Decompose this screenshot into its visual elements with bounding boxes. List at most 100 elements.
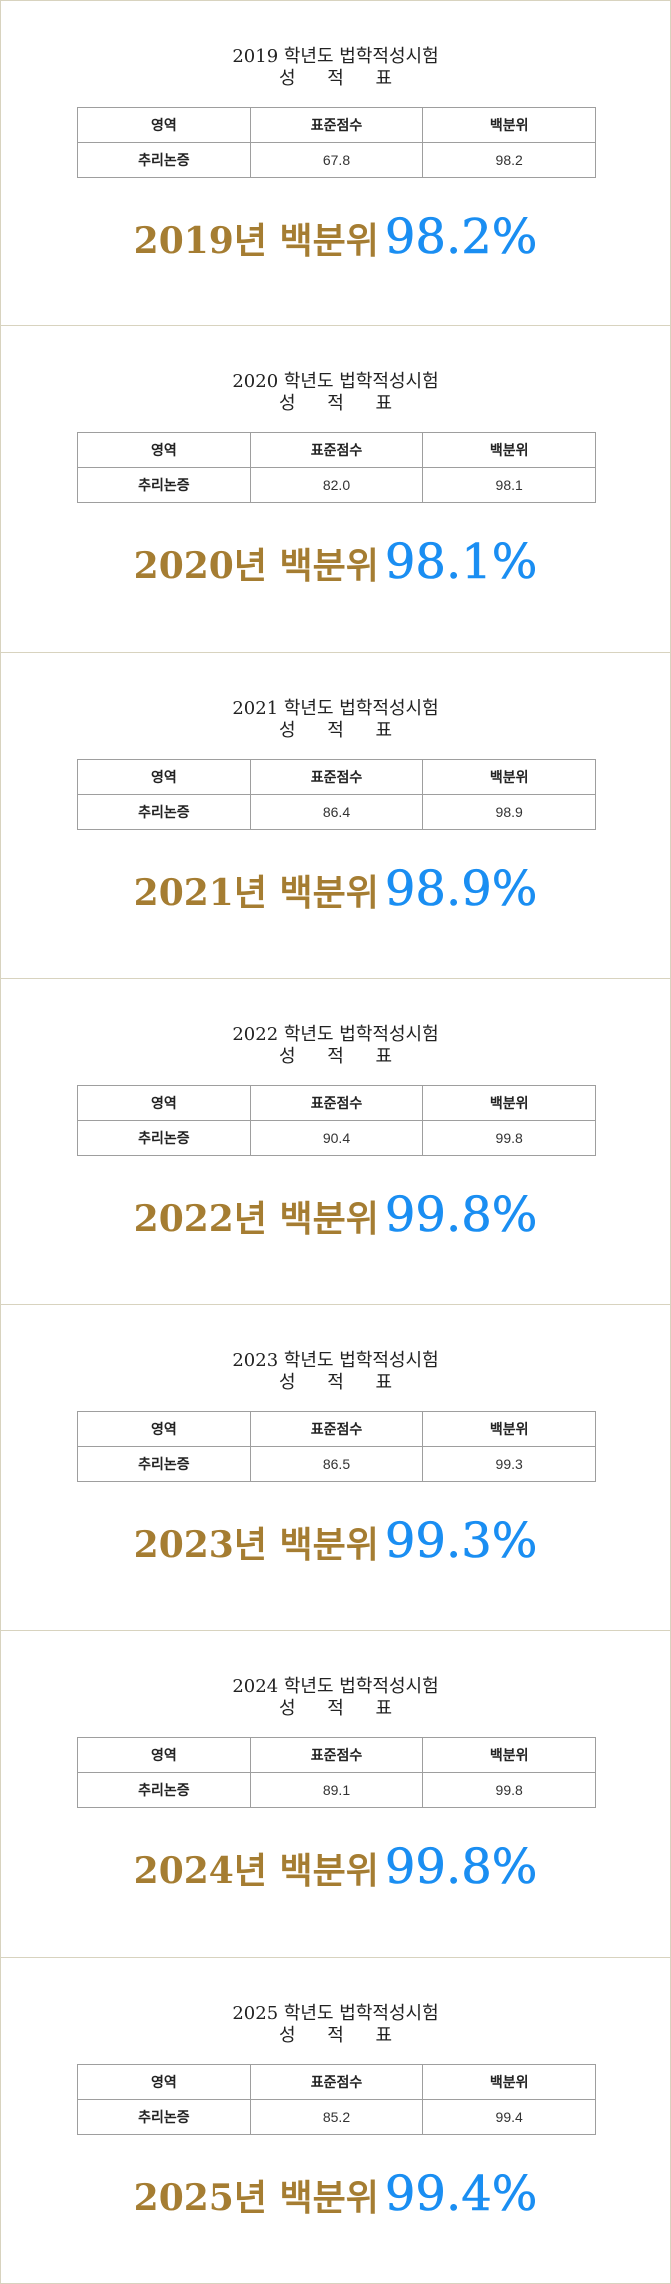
result-label: 2022년 백분위 — [133, 1197, 379, 1240]
score-table: 영역 표준점수 백분위 추리논증 85.2 99.4 — [77, 2063, 596, 2135]
header-area: 영역 — [77, 758, 251, 795]
report-subtitle: 성 적 표 — [278, 1698, 406, 1720]
header-area: 영역 — [77, 2063, 251, 2100]
standard-score-cell: 85.2 — [249, 2098, 424, 2135]
report-subtitle: 성 적 표 — [278, 68, 406, 89]
header-standard-score: 표준점수 — [249, 1737, 424, 1774]
score-card-2023: 2023 학년도 법학적성시험 성 적 표 영역 표준점수 백분위 추리논증 8… — [0, 1305, 671, 1632]
result-label: 2024년 백분위 — [133, 1850, 379, 1893]
exam-title: 2021 학년도 법학적성시험 — [232, 697, 439, 719]
header-standard-score: 표준점수 — [249, 432, 424, 469]
standard-score-cell: 86.5 — [249, 1446, 424, 1483]
report-subtitle: 성 적 표 — [278, 393, 406, 415]
card-header: 2021 학년도 법학적성시험 성 적 표 — [1, 698, 670, 742]
percentile-cell: 99.4 — [422, 2098, 596, 2135]
result-label: 2020년 백분위 — [133, 545, 379, 588]
result-line: 2023년 백분위 99.3% — [1, 1513, 670, 1570]
table-header-row: 영역 표준점수 백분위 — [77, 432, 596, 469]
standard-score-cell: 89.1 — [249, 1772, 424, 1809]
result-value: 99.4% — [384, 2165, 538, 2222]
exam-title: 2024 학년도 법학적성시험 — [232, 1676, 439, 1698]
subject-cell: 추리논증 — [77, 142, 251, 178]
header-area: 영역 — [77, 1737, 251, 1774]
score-table: 영역 표준점수 백분위 추리논증 90.4 99.8 — [77, 1084, 596, 1156]
percentile-cell: 98.2 — [422, 142, 596, 178]
exam-title: 2020 학년도 법학적성시험 — [232, 371, 439, 393]
standard-score-cell: 82.0 — [249, 467, 424, 504]
card-header: 2020 학년도 법학적성시험 성 적 표 — [1, 371, 670, 415]
table-header-row: 영역 표준점수 백분위 — [77, 758, 596, 795]
header-percentile: 백분위 — [422, 2063, 596, 2100]
result-label: 2025년 백분위 — [133, 2176, 379, 2219]
score-table: 영역 표준점수 백분위 추리논증 67.8 98.2 — [77, 107, 596, 178]
result-value: 98.2% — [384, 209, 538, 266]
percentile-cell: 99.3 — [422, 1446, 596, 1483]
table-row: 추리논증 67.8 98.2 — [77, 142, 596, 178]
header-percentile: 백분위 — [422, 1737, 596, 1774]
table-row: 추리논증 90.4 99.8 — [77, 1119, 596, 1156]
header-standard-score: 표준점수 — [249, 107, 424, 143]
header-standard-score: 표준점수 — [249, 1411, 424, 1448]
subject-cell: 추리논증 — [77, 1119, 251, 1156]
result-value: 98.9% — [384, 860, 538, 917]
result-value: 99.8% — [384, 1186, 538, 1244]
result-value: 99.8% — [384, 1839, 538, 1896]
exam-title: 2019 학년도 법학적성시험 — [232, 46, 439, 67]
table-row: 추리논증 82.0 98.1 — [77, 467, 596, 504]
percentile-cell: 99.8 — [422, 1772, 596, 1809]
score-card-2025: 2025 학년도 법학적성시험 성 적 표 영역 표준점수 백분위 추리논증 8… — [0, 1957, 671, 2284]
score-table: 영역 표준점수 백분위 추리논증 86.4 98.9 — [77, 758, 596, 830]
report-subtitle: 성 적 표 — [278, 719, 406, 741]
standard-score-cell: 67.8 — [249, 142, 424, 178]
report-subtitle: 성 적 표 — [278, 1045, 406, 1067]
header-percentile: 백분위 — [422, 107, 596, 143]
result-line: 2022년 백분위 99.8% — [1, 1186, 670, 1244]
table-header-row: 영역 표준점수 백분위 — [77, 107, 596, 143]
table-row: 추리논증 89.1 99.8 — [77, 1772, 596, 1809]
exam-title: 2025 학년도 법학적성시험 — [232, 2002, 439, 2024]
card-header: 2019 학년도 법학적성시험 성 적 표 — [1, 46, 670, 90]
header-area: 영역 — [77, 1084, 251, 1121]
score-table: 영역 표준점수 백분위 추리논증 82.0 98.1 — [77, 432, 596, 504]
exam-title: 2023 학년도 법학적성시험 — [232, 1350, 439, 1372]
table-header-row: 영역 표준점수 백분위 — [77, 2063, 596, 2100]
subject-cell: 추리논증 — [77, 1772, 251, 1809]
exam-title: 2022 학년도 법학적성시험 — [232, 1023, 439, 1045]
result-line: 2020년 백분위 98.1% — [1, 534, 670, 591]
card-header: 2023 학년도 법학적성시험 성 적 표 — [1, 1350, 670, 1394]
table-row: 추리논증 86.5 99.3 — [77, 1446, 596, 1483]
score-card-2021: 2021 학년도 법학적성시험 성 적 표 영역 표준점수 백분위 추리논증 8… — [0, 652, 671, 979]
header-area: 영역 — [77, 1411, 251, 1448]
card-header: 2025 학년도 법학적성시험 성 적 표 — [1, 2003, 670, 2047]
score-card-2024: 2024 학년도 법학적성시험 성 적 표 영역 표준점수 백분위 추리논증 8… — [0, 1631, 671, 1958]
header-standard-score: 표준점수 — [249, 1084, 424, 1121]
result-line: 2024년 백분위 99.8% — [1, 1839, 670, 1896]
header-standard-score: 표준점수 — [249, 758, 424, 795]
result-line: 2021년 백분위 98.9% — [1, 860, 670, 917]
table-header-row: 영역 표준점수 백분위 — [77, 1411, 596, 1448]
card-header: 2022 학년도 법학적성시험 성 적 표 — [1, 1024, 670, 1068]
result-label: 2023년 백분위 — [133, 1524, 379, 1567]
score-table: 영역 표준점수 백분위 추리논증 89.1 99.8 — [77, 1737, 596, 1809]
report-subtitle: 성 적 표 — [278, 2024, 406, 2046]
header-percentile: 백분위 — [422, 1084, 596, 1121]
subject-cell: 추리논증 — [77, 1446, 251, 1483]
table-row: 추리논증 86.4 98.9 — [77, 793, 596, 830]
percentile-cell: 99.8 — [422, 1119, 596, 1156]
result-value: 99.3% — [384, 1513, 538, 1570]
percentile-cell: 98.1 — [422, 467, 596, 504]
card-header: 2024 학년도 법학적성시험 성 적 표 — [1, 1676, 670, 1720]
result-label: 2019년 백분위 — [133, 220, 379, 262]
subject-cell: 추리논증 — [77, 467, 251, 504]
table-row: 추리논증 85.2 99.4 — [77, 2098, 596, 2135]
subject-cell: 추리논증 — [77, 793, 251, 830]
score-card-2022: 2022 학년도 법학적성시험 성 적 표 영역 표준점수 백분위 추리논증 9… — [0, 978, 671, 1306]
header-area: 영역 — [77, 107, 251, 143]
header-percentile: 백분위 — [422, 1411, 596, 1448]
header-area: 영역 — [77, 432, 251, 469]
result-label: 2021년 백분위 — [133, 871, 379, 914]
table-header-row: 영역 표준점수 백분위 — [77, 1084, 596, 1121]
result-line: 2019년 백분위 98.2% — [1, 209, 670, 266]
score-card-2019: 2019 학년도 법학적성시험 성 적 표 영역 표준점수 백분위 추리논증 6… — [0, 0, 671, 327]
report-subtitle: 성 적 표 — [278, 1372, 406, 1394]
